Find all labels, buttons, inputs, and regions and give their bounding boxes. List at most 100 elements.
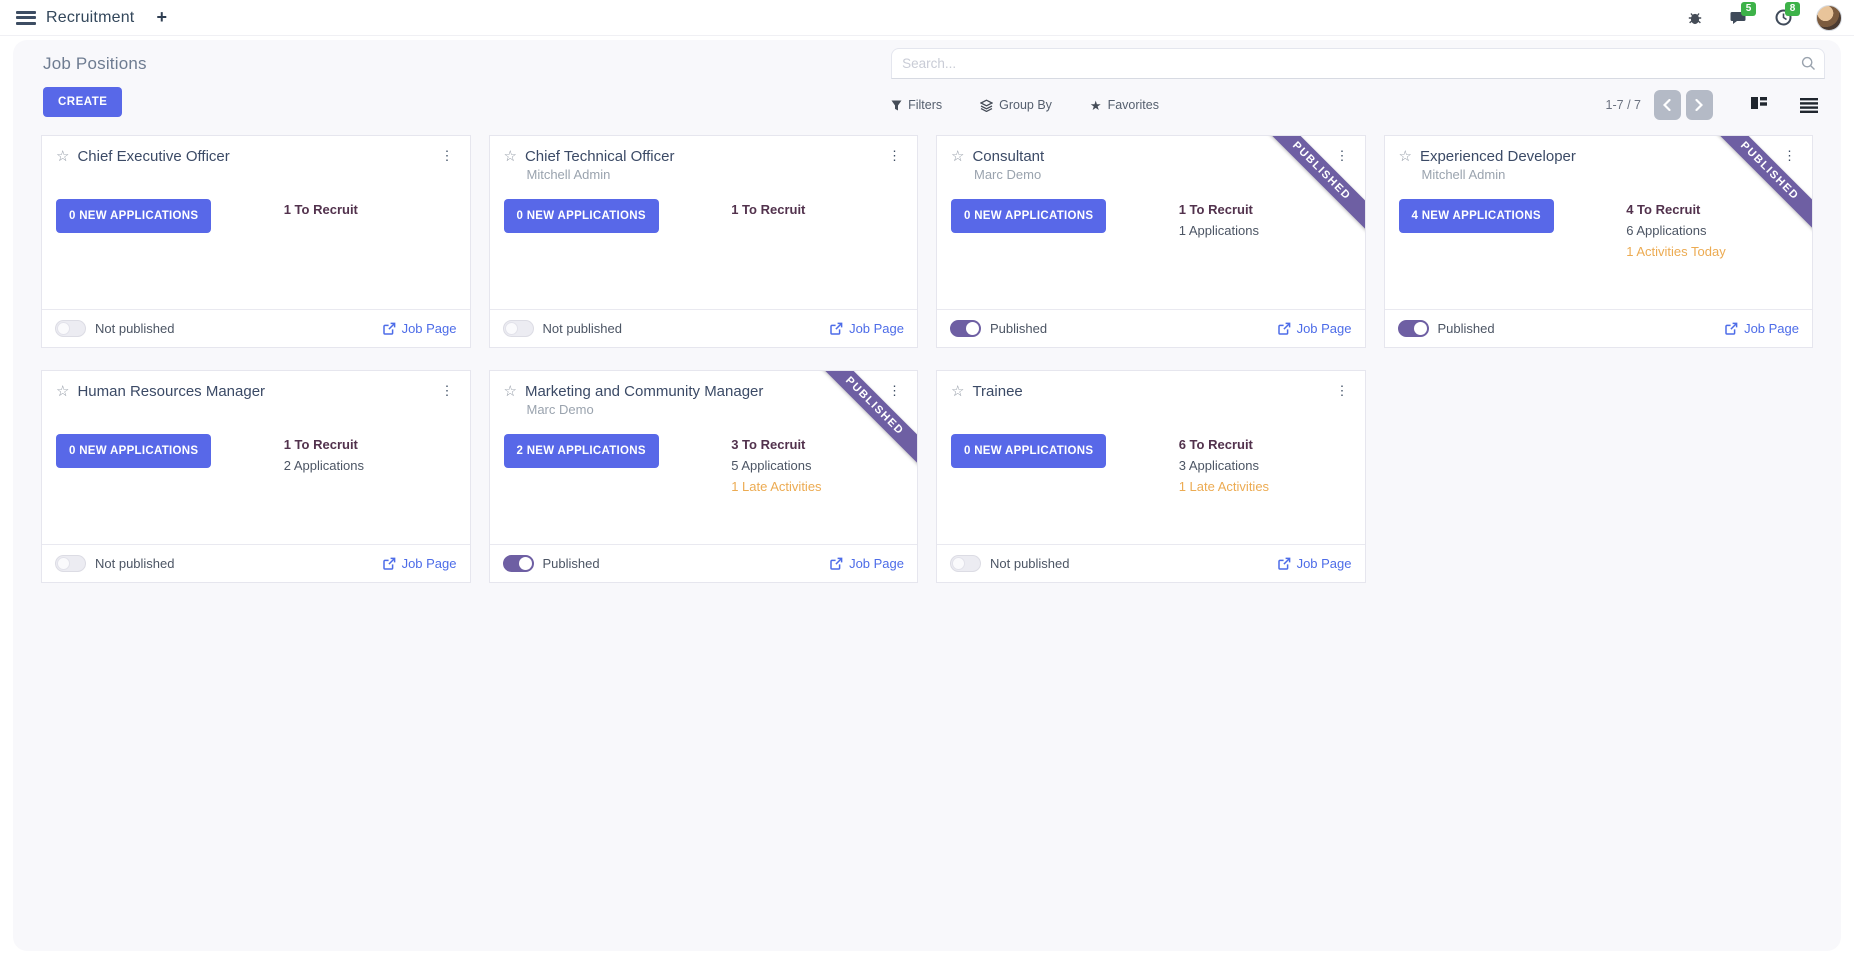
stat-recruit: 4 To Recruit — [1626, 202, 1701, 217]
favorite-star-icon[interactable]: ☆ — [503, 148, 517, 165]
favorite-star-icon[interactable]: ☆ — [56, 383, 70, 400]
activities-clock-icon[interactable]: 8 — [1772, 1, 1800, 29]
new-applications-button[interactable]: 2 NEW APPLICATIONS — [503, 434, 659, 468]
new-applications-button[interactable]: 0 NEW APPLICATIONS — [951, 199, 1107, 233]
job-position-card[interactable]: ☆ Chief Technical Officer ⋮ Mitchell Adm… — [488, 135, 918, 348]
job-title: Marketing and Community Manager — [524, 383, 764, 400]
stat-normal: 3 Applications — [1178, 457, 1259, 473]
group-by-button[interactable]: Group By — [980, 98, 1052, 112]
debug-bug-icon[interactable] — [1684, 7, 1706, 29]
new-applications-button[interactable]: 4 NEW APPLICATIONS — [1398, 199, 1554, 233]
publish-status-label: Published — [990, 321, 1048, 336]
plus-icon[interactable]: + — [156, 7, 167, 27]
kebab-menu-icon[interactable]: ⋮ — [888, 383, 901, 398]
job-position-card[interactable]: ☆ Human Resources Manager ⋮ 0 NEW APPLIC… — [41, 370, 471, 583]
publish-toggle[interactable] — [502, 320, 534, 337]
job-position-card[interactable]: ☆ Experienced Developer ⋮ Mitchell Admin… — [1383, 135, 1813, 348]
favorite-star-icon[interactable]: ☆ — [951, 383, 965, 400]
stat-warning: 1 Activities Today — [1626, 243, 1726, 259]
publish-status-label: Not published — [990, 556, 1070, 571]
stat-recruit: 1 To Recruit — [283, 437, 358, 452]
favorites-star-icon: ★ — [1089, 97, 1102, 113]
job-position-card[interactable]: ☆ Chief Executive Officer ⋮ 0 NEW APPLIC… — [41, 135, 471, 348]
pager: 1-7 / 7 — [1606, 90, 1713, 120]
job-page-link[interactable]: Job Page — [1725, 321, 1799, 336]
recruiter-name: Marc Demo — [526, 402, 594, 417]
favorite-star-icon[interactable]: ☆ — [503, 383, 517, 400]
search-input[interactable] — [892, 49, 1824, 78]
external-link-icon — [1277, 322, 1291, 335]
kebab-menu-icon[interactable]: ⋮ — [888, 148, 901, 163]
new-applications-button[interactable]: 0 NEW APPLICATIONS — [56, 434, 212, 468]
menu-icon[interactable] — [16, 10, 36, 25]
favorite-star-icon[interactable]: ☆ — [951, 148, 965, 165]
job-page-link[interactable]: Job Page — [1277, 321, 1352, 336]
external-link-icon — [830, 322, 843, 335]
layers-icon — [980, 98, 994, 112]
stat-recruit: 6 To Recruit — [1178, 437, 1253, 452]
job-stats: 3 To Recruit 5 Applications 1 Late Activit… — [731, 434, 903, 497]
stat-warning: 1 Late Activities — [1178, 478, 1270, 494]
app-name[interactable]: Recruitment — [46, 8, 135, 26]
job-stats: 1 To Recruit 1 Applications — [1179, 199, 1351, 242]
external-link-icon — [1277, 557, 1291, 570]
stat-normal: 2 Applications — [283, 457, 364, 473]
external-link-icon — [830, 557, 843, 570]
job-title: Experienced Developer — [1419, 148, 1576, 165]
stat-normal: 5 Applications — [731, 457, 812, 473]
new-applications-button[interactable]: 0 NEW APPLICATIONS — [56, 199, 212, 233]
job-page-link[interactable]: Job Page — [830, 321, 904, 336]
recruiter-name — [974, 402, 1351, 421]
new-applications-button[interactable]: 0 NEW APPLICATIONS — [951, 434, 1107, 468]
stat-normal: 1 Applications — [1178, 222, 1259, 238]
external-link-icon — [382, 557, 396, 570]
job-stats: 1 To Recruit 2 Applications — [284, 434, 456, 477]
job-title: Human Resources Manager — [77, 383, 266, 400]
job-position-card[interactable]: ☆ Consultant ⋮ Marc Demo 0 NEW APPLICATI… — [936, 135, 1366, 348]
job-title: Trainee — [972, 383, 1023, 400]
pager-next-button[interactable] — [1685, 90, 1713, 120]
publish-toggle[interactable] — [55, 320, 86, 337]
pager-prev-button[interactable] — [1653, 90, 1681, 120]
favorite-star-icon[interactable]: ☆ — [56, 148, 70, 165]
favorites-button[interactable]: ★ Favorites — [1089, 97, 1159, 113]
kebab-menu-icon[interactable]: ⋮ — [440, 148, 454, 163]
stat-recruit: 1 To Recruit — [1178, 202, 1253, 217]
publish-toggle[interactable] — [55, 555, 86, 572]
job-page-link[interactable]: Job Page — [382, 321, 457, 336]
kebab-menu-icon[interactable]: ⋮ — [1335, 383, 1349, 398]
job-page-link[interactable]: Job Page — [830, 556, 904, 571]
stat-recruit: 1 To Recruit — [731, 202, 806, 217]
messages-badge: 5 — [1741, 1, 1756, 16]
create-button[interactable]: CREATE — [43, 87, 123, 117]
list-view-icon[interactable] — [1797, 93, 1821, 117]
job-page-link[interactable]: Job Page — [1277, 556, 1352, 571]
publish-status-label: Not published — [542, 321, 623, 336]
publish-status-label: Not published — [95, 556, 175, 571]
messages-icon[interactable]: 5 — [1728, 1, 1756, 29]
job-page-link[interactable]: Job Page — [382, 556, 457, 571]
kanban-grid: ☆ Chief Executive Officer ⋮ 0 NEW APPLIC… — [29, 120, 1825, 583]
job-stats: 6 To Recruit 3 Applications 1 Late Activit… — [1179, 434, 1351, 497]
search-bar — [891, 48, 1825, 79]
kebab-menu-icon[interactable]: ⋮ — [1335, 148, 1349, 163]
kanban-view-icon[interactable] — [1747, 93, 1771, 117]
publish-toggle[interactable] — [1397, 320, 1429, 337]
user-avatar[interactable] — [1816, 4, 1842, 31]
stat-recruit: 1 To Recruit — [283, 202, 358, 217]
kebab-menu-icon[interactable]: ⋮ — [440, 383, 454, 398]
recruiter-name — [79, 402, 456, 421]
job-position-card[interactable]: ☆ Trainee ⋮ 0 NEW APPLICATIONS 6 To Recr… — [936, 370, 1366, 583]
new-applications-button[interactable]: 0 NEW APPLICATIONS — [503, 199, 659, 233]
filters-button[interactable]: Filters — [891, 98, 942, 112]
job-position-card[interactable]: ☆ Marketing and Community Manager ⋮ Marc… — [488, 370, 918, 583]
search-icon[interactable] — [1801, 56, 1816, 71]
kebab-menu-icon[interactable]: ⋮ — [1783, 148, 1796, 163]
job-title: Chief Executive Officer — [77, 148, 230, 165]
publish-toggle[interactable] — [502, 555, 534, 572]
publish-status-label: Published — [542, 556, 600, 571]
publish-toggle[interactable] — [950, 555, 981, 572]
favorite-star-icon[interactable]: ☆ — [1398, 148, 1412, 165]
publish-toggle[interactable] — [950, 320, 981, 337]
recruiter-name: Mitchell Admin — [1421, 167, 1506, 182]
